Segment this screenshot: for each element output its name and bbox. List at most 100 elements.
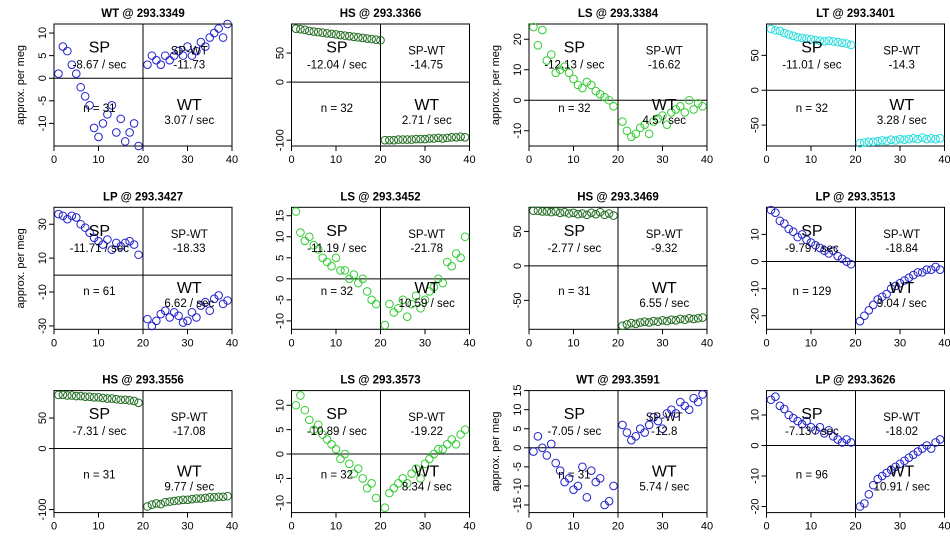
x-tick-label: 10 [330, 154, 342, 166]
data-point [117, 115, 125, 123]
wt-label: WT [177, 97, 202, 114]
wt-rate: 10.59 / sec [399, 298, 456, 310]
wt-rate: 6.62 / sec [164, 298, 214, 310]
x-tick-label: 40 [938, 337, 950, 349]
wt-label: WT [889, 463, 914, 480]
y-tick-label: -5 [275, 295, 287, 305]
data-point [95, 133, 103, 141]
data-point [443, 440, 451, 448]
sp-label: SP [801, 40, 822, 57]
y-axis-label: approx. per meg [15, 228, 27, 308]
data-point [461, 233, 469, 241]
y-tick-label: 0 [750, 442, 762, 448]
x-tick-label: 30 [894, 521, 906, 533]
chart-title: HS @ 293.3366 [340, 8, 422, 20]
data-point [224, 492, 232, 500]
data-point [452, 440, 460, 448]
data-point [306, 416, 314, 424]
x-tick-label: 20 [374, 521, 386, 533]
x-tick-label: 40 [463, 337, 475, 349]
y-tick-label: 20 [512, 33, 524, 45]
data-point [179, 496, 187, 504]
data-point [847, 41, 855, 49]
data-point [390, 484, 398, 492]
spwt-label: SP-WT [883, 46, 920, 58]
x-tick-label: 20 [849, 337, 861, 349]
data-point [372, 300, 380, 308]
y-tick-label: 5 [275, 255, 287, 261]
x-tick-label: 40 [226, 337, 238, 349]
data-point [865, 491, 873, 499]
data-point [135, 399, 143, 407]
wt-label: WT [414, 97, 439, 114]
data-point [448, 436, 456, 444]
sp-label: SP [89, 406, 110, 423]
data-point [623, 429, 631, 437]
y-tick-label: 50 [750, 49, 762, 61]
x-tick-label: 10 [567, 154, 579, 166]
x-tick-label: 30 [656, 154, 668, 166]
data-point [936, 135, 944, 143]
data-point [632, 320, 640, 328]
data-point [323, 258, 331, 266]
data-point [399, 136, 407, 144]
data-point [363, 484, 371, 492]
x-tick-label: 20 [612, 337, 624, 349]
data-point [610, 103, 618, 111]
data-point [386, 300, 394, 308]
y-axis-label: approx. per meg [490, 412, 502, 492]
y-tick-label: 10 [37, 27, 49, 39]
chart-title: LP @ 293.3513 [815, 191, 895, 203]
chart-title: LP @ 293.3626 [815, 375, 895, 387]
n-label: n = 31 [558, 286, 590, 298]
data-point [534, 42, 542, 50]
data-point [301, 406, 309, 414]
spwt-value: -16.62 [648, 60, 681, 72]
data-point [354, 465, 362, 473]
data-point [443, 258, 451, 266]
data-point [77, 83, 85, 91]
y-tick-label: 10 [37, 252, 49, 264]
spwt-value: -18.02 [885, 426, 918, 438]
data-point [412, 135, 420, 143]
x-tick-label: 0 [288, 521, 294, 533]
y-tick-label: 0 [275, 451, 287, 457]
sp-label: SP [801, 406, 822, 423]
y-tick-label: 0 [512, 263, 524, 269]
spwt-label: SP-WT [408, 229, 445, 241]
sp-rate: -7.13 / sec [785, 426, 839, 438]
data-point [619, 322, 627, 330]
x-tick-label: 20 [374, 337, 386, 349]
y-tick-label: 10 [275, 399, 287, 411]
y-tick-label: 0 [37, 445, 49, 451]
x-tick-label: 10 [567, 521, 579, 533]
spwt-value: -9.32 [651, 243, 677, 255]
spwt-label: SP-WT [883, 229, 920, 241]
y-axis-label: approx. per meg [490, 45, 502, 125]
data-point [439, 445, 447, 453]
data-point [121, 138, 129, 146]
data-point [193, 314, 201, 322]
x-tick-label: 20 [612, 521, 624, 533]
x-tick-label: 30 [181, 154, 193, 166]
data-point [81, 92, 89, 100]
y-tick-label: 10 [512, 64, 524, 76]
y-tick-label: 0 [750, 87, 762, 93]
data-point [148, 52, 156, 60]
data-point [346, 460, 354, 468]
data-point [865, 138, 873, 146]
y-tick-label: 15 [275, 210, 287, 222]
wt-label: WT [652, 280, 677, 297]
data-point [865, 307, 873, 315]
y-tick-label: 0 [37, 75, 49, 81]
data-point [435, 445, 443, 453]
data-point [148, 322, 156, 330]
spwt-label: SP-WT [646, 46, 683, 58]
